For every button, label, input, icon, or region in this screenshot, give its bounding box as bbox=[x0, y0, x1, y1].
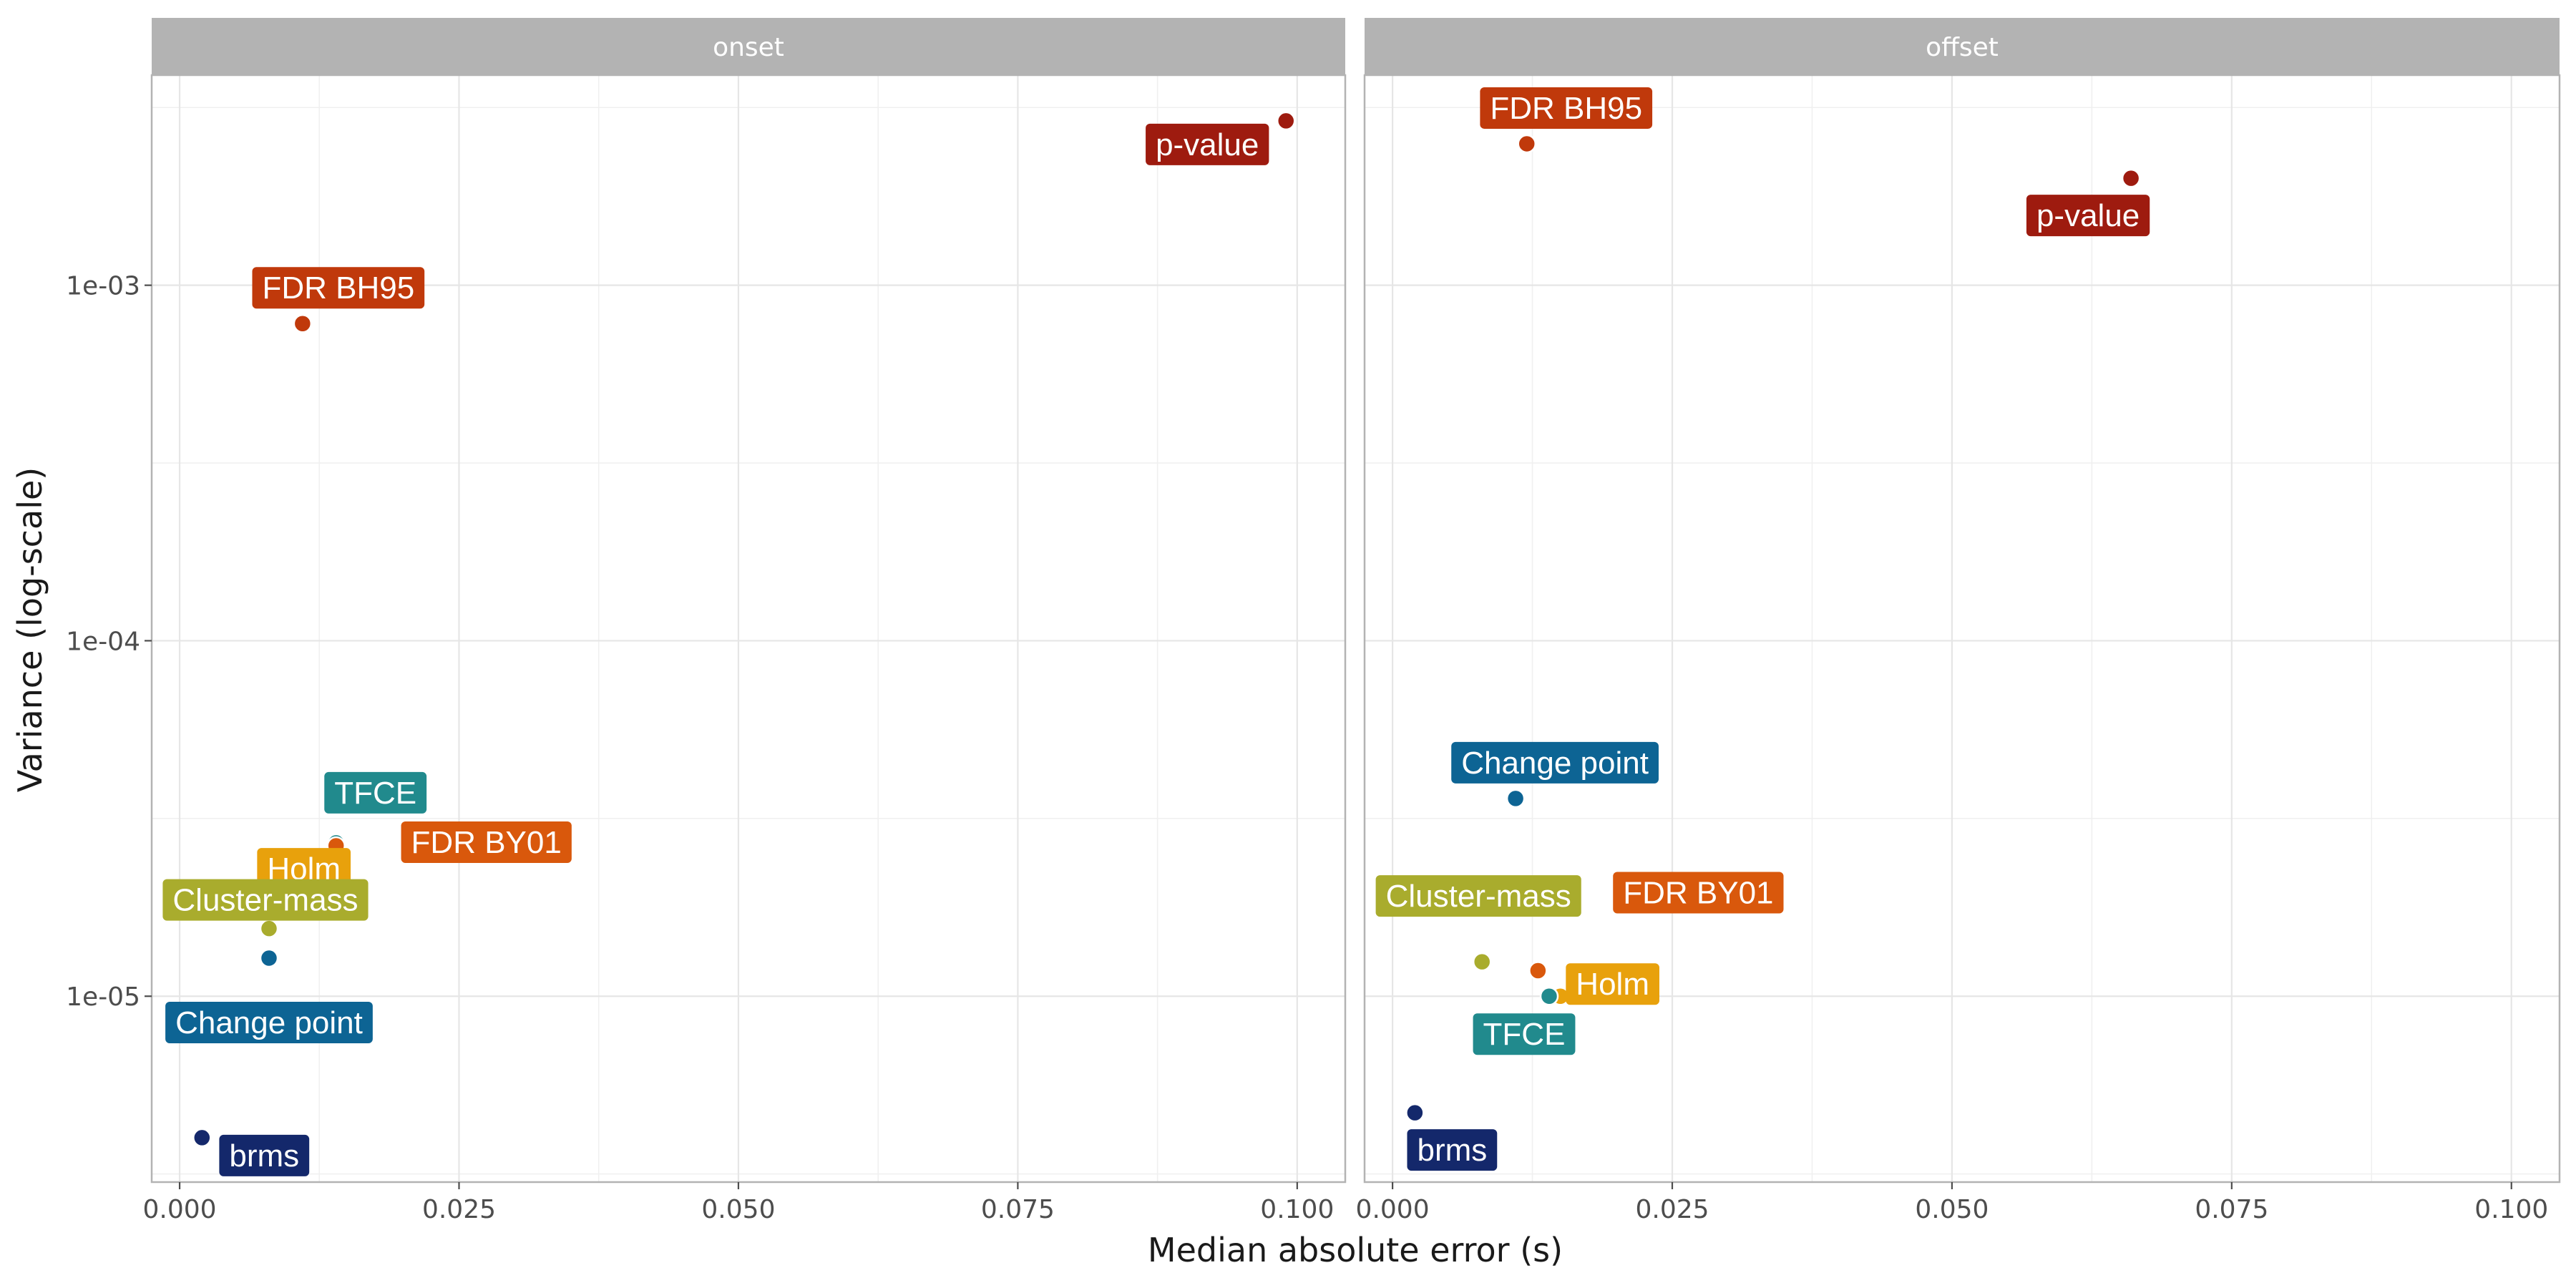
x-tick-label: 0.050 bbox=[1915, 1195, 1989, 1224]
x-tick-label: 0.100 bbox=[2474, 1195, 2548, 1224]
facet-panel-onset: onset 0.000 0.025 0.050 0.075 0.100 1e-05 1e-04… bbox=[66, 18, 1347, 1224]
x-tick-label: 0.075 bbox=[981, 1195, 1055, 1224]
point-label-box bbox=[219, 1134, 310, 1176]
point-label-text: Change point bbox=[1461, 746, 1649, 781]
panel-background bbox=[152, 75, 1345, 1182]
point-label-box bbox=[401, 821, 572, 863]
y-tick-label: 1e-05 bbox=[66, 982, 140, 1012]
point-label-text: p-value bbox=[2036, 198, 2140, 233]
y-tick-label: 1e-04 bbox=[66, 627, 140, 656]
point-label-brms: brms bbox=[219, 1134, 310, 1176]
panel-border bbox=[150, 74, 1347, 1184]
point-label-box bbox=[1480, 87, 1653, 129]
data-point-cluster-mass[interactable] bbox=[1472, 952, 1492, 972]
x-tick-label: 0.050 bbox=[701, 1195, 775, 1224]
data-point-brms[interactable] bbox=[192, 1128, 212, 1148]
x-tick-label: 0.025 bbox=[1635, 1195, 1709, 1224]
facet-strip bbox=[152, 18, 1345, 75]
data-point-fdr-bh95[interactable] bbox=[293, 313, 313, 333]
point-label-box bbox=[165, 1001, 373, 1043]
point-label-text: Cluster-mass bbox=[1386, 879, 1571, 914]
x-tick-label: 0.075 bbox=[2195, 1195, 2268, 1224]
x-tick-label: 0.025 bbox=[422, 1195, 496, 1224]
facet-strip-label: offset bbox=[1926, 33, 1999, 62]
point-label-fdr-by01: FDR BY01 bbox=[401, 821, 572, 863]
point-label-box bbox=[1146, 123, 1269, 165]
point-label-brms: brms bbox=[1407, 1129, 1498, 1171]
points-layer bbox=[1405, 134, 2141, 1123]
point-label-text: TFCE bbox=[1483, 1017, 1566, 1052]
point-label-box bbox=[1566, 963, 1659, 1005]
point-label-box bbox=[1473, 1013, 1576, 1055]
facet-panel-offset: offset 0.000 0.025 0.050 0.075 0.100 FDR BH95 p… bbox=[1356, 18, 2561, 1224]
data-point-brms[interactable] bbox=[1405, 1103, 1425, 1123]
point-label-box bbox=[1375, 875, 1581, 917]
point-label-fdr-bh95: FDR BH95 bbox=[252, 267, 425, 309]
panel-border bbox=[1363, 74, 2561, 1184]
point-label-box bbox=[324, 771, 427, 814]
point-label-box bbox=[1451, 741, 1659, 784]
data-point-tfce[interactable] bbox=[1539, 986, 1559, 1006]
point-label-box bbox=[2026, 195, 2150, 237]
point-label-text: FDR BY01 bbox=[411, 825, 562, 860]
data-point-p-value[interactable] bbox=[2121, 168, 2141, 188]
point-label-box bbox=[257, 848, 351, 890]
point-label-text: Holm bbox=[1576, 967, 1649, 1002]
data-point-change-point[interactable] bbox=[259, 948, 279, 968]
point-label-change-point: Change point bbox=[1451, 741, 1659, 784]
facet-strip-label: onset bbox=[713, 33, 784, 62]
point-label-box bbox=[252, 267, 425, 309]
point-label-fdr-by01: FDR BY01 bbox=[1613, 872, 1784, 914]
x-tick-label: 0.000 bbox=[143, 1195, 217, 1224]
point-label-text: Cluster-mass bbox=[172, 883, 358, 918]
x-tick-label: 0.100 bbox=[1260, 1195, 1334, 1224]
data-point-fdr-by01[interactable] bbox=[1528, 961, 1548, 980]
x-axis-title: Median absolute error (s) bbox=[1148, 1231, 1563, 1269]
point-label-text: FDR BH95 bbox=[262, 270, 414, 306]
data-point-change-point[interactable] bbox=[1506, 789, 1526, 809]
labels-layer: FDR BH95 p-value Change point Cluster-mass F… bbox=[1375, 87, 2150, 1171]
point-label-p-value: p-value bbox=[1146, 123, 1269, 165]
point-label-tfce: TFCE bbox=[1473, 1013, 1576, 1055]
point-label-text: brms bbox=[1417, 1133, 1487, 1168]
x-tick-label: 0.000 bbox=[1356, 1195, 1430, 1224]
point-label-text: FDR BY01 bbox=[1623, 876, 1773, 911]
point-label-fdr-bh95: FDR BH95 bbox=[1480, 87, 1653, 129]
point-label-holm: Holm bbox=[1566, 963, 1659, 1005]
point-label-cluster-mass: Cluster-mass bbox=[1375, 875, 1581, 917]
point-label-box bbox=[162, 879, 369, 921]
y-tick-label: 1e-03 bbox=[66, 272, 140, 301]
point-label-text: Change point bbox=[175, 1005, 363, 1040]
y-axis-title: Variance (log-scale) bbox=[11, 467, 49, 792]
point-label-box bbox=[1407, 1129, 1498, 1171]
facet-strip bbox=[1365, 18, 2560, 75]
point-label-text: brms bbox=[229, 1138, 299, 1174]
point-label-p-value: p-value bbox=[2026, 195, 2150, 237]
data-point-cluster-mass[interactable] bbox=[259, 919, 279, 938]
point-label-text: TFCE bbox=[334, 776, 416, 811]
data-point-p-value[interactable] bbox=[1276, 111, 1296, 131]
point-label-change-point: Change point bbox=[165, 1001, 373, 1043]
point-label-tfce: TFCE bbox=[324, 771, 427, 814]
point-label-box bbox=[1613, 872, 1784, 914]
point-label-text: FDR BH95 bbox=[1490, 91, 1642, 126]
point-label-cluster-mass: Cluster-mass bbox=[162, 879, 369, 921]
point-label-text: p-value bbox=[1156, 127, 1259, 162]
data-point-fdr-bh95[interactable] bbox=[1517, 134, 1536, 154]
